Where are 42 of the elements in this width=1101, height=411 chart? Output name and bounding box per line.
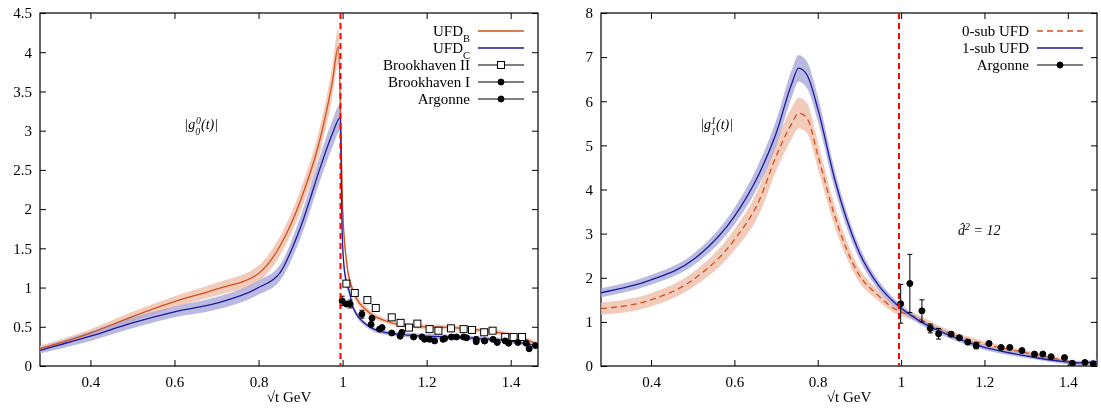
y-tick-label: 4.5 [13, 5, 32, 22]
legend-label: UFD$_{B}$ [432, 23, 470, 44]
y-tick-label: 2 [585, 270, 593, 287]
annotation: |g$_{1}$$^{1}$(t)| [700, 114, 734, 137]
legend-label: Argonne [976, 57, 1030, 73]
y-tick-label: 6 [585, 93, 594, 110]
y-tick-label: 2.5 [13, 162, 32, 179]
x-tick-label: 0.8 [808, 373, 828, 390]
legend-label: Argonne [417, 91, 471, 107]
x-tick-label: 1.4 [501, 373, 522, 390]
x-tick-label: 0.6 [165, 373, 185, 390]
x-axis-title: √t GeV [826, 389, 872, 405]
y-tick-label: 3 [585, 225, 593, 242]
y-tick-label: 0 [24, 358, 32, 375]
x-tick-label: 1 [897, 373, 906, 390]
annotation: d̂$^{2}$ = 12 [958, 220, 1001, 239]
legend-label: 1-sub UFD [961, 40, 1030, 56]
y-tick-label: 3.5 [13, 83, 32, 100]
y-tick-label: 7 [585, 49, 594, 66]
y-tick-label: 0.5 [13, 319, 32, 336]
x-tick-label: 0.8 [249, 373, 269, 390]
y-tick-label: 4 [24, 44, 33, 61]
x-tick-label: 1.4 [1058, 373, 1079, 390]
y-tick-label: 5 [585, 137, 593, 154]
x-tick-label: 0.6 [725, 373, 745, 390]
x-tick-label: 0.4 [642, 373, 662, 390]
x-tick-label: 1.2 [975, 373, 995, 390]
x-tick-label: 0.4 [81, 373, 101, 390]
x-tick-label: 1.2 [417, 373, 437, 390]
y-tick-label: 2 [24, 201, 32, 218]
annotation: |g$_{0}$$^{0}$(t)| [184, 114, 219, 137]
y-tick-label: 1.5 [13, 240, 32, 257]
y-tick-label: 3 [24, 122, 32, 139]
y-tick-label: 1 [585, 314, 593, 331]
y-tick-label: 4 [585, 181, 594, 198]
x-tick-label: 1 [339, 373, 347, 390]
y-tick-label: 1 [24, 279, 32, 296]
legend-label: 0-sub UFD [961, 23, 1030, 39]
y-tick-label: 8 [585, 5, 593, 22]
y-tick-label: 0 [585, 358, 593, 375]
x-axis-title: √t GeV [266, 389, 312, 405]
legend-label: Brookhaven I [387, 74, 470, 90]
